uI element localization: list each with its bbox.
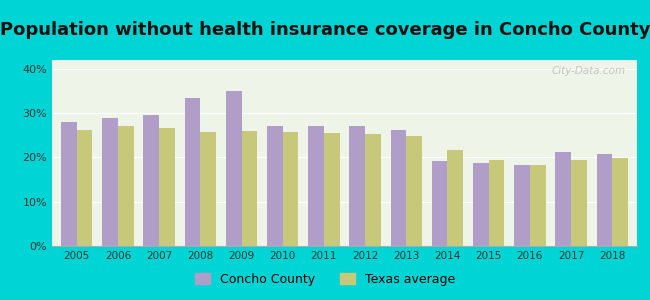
Bar (571, 160, 587, 246)
Bar (530, 164, 545, 246)
Bar (447, 150, 463, 246)
Bar (350, 125, 365, 246)
Bar (597, 154, 612, 246)
Text: Population without health insurance coverage in Concho County: Population without health insurance cove… (0, 21, 650, 39)
Bar (77, 130, 92, 246)
Bar (308, 126, 324, 246)
Bar (118, 126, 133, 246)
Bar (283, 132, 298, 246)
Bar (365, 134, 381, 246)
Bar (200, 132, 216, 246)
Bar (432, 160, 447, 246)
Bar (242, 131, 257, 246)
Bar (514, 165, 530, 246)
Bar (612, 158, 628, 246)
Bar (102, 118, 118, 246)
Bar (391, 130, 406, 246)
Bar (144, 116, 159, 246)
Bar (61, 122, 77, 246)
Bar (185, 98, 200, 246)
Bar (489, 160, 504, 246)
Bar (226, 91, 242, 246)
Bar (556, 152, 571, 246)
Bar (267, 125, 283, 246)
Legend: Concho County, Texas average: Concho County, Texas average (190, 268, 460, 291)
Bar (159, 128, 175, 246)
Bar (406, 136, 422, 246)
Bar (324, 133, 339, 246)
Bar (473, 163, 489, 246)
Text: City-Data.com: City-Data.com (551, 66, 625, 76)
